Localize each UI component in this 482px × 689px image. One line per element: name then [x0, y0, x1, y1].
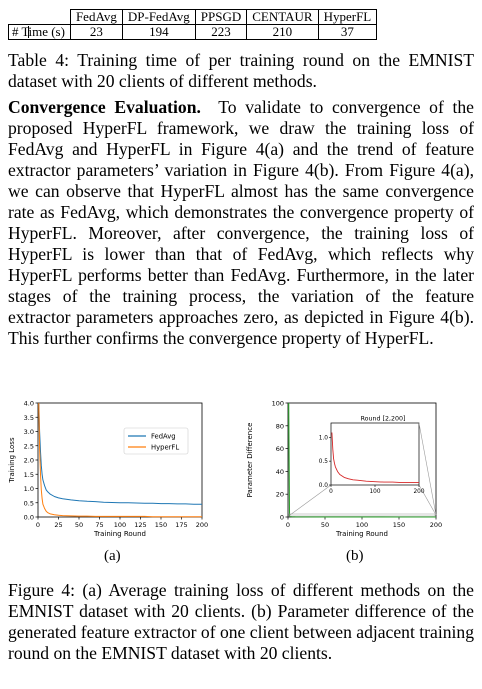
- inset-x-tick-label: 100: [369, 489, 380, 495]
- y-tick-label: 40: [276, 468, 284, 476]
- subfigure-label-b: (b): [346, 548, 364, 564]
- y-tick-label: 2.0: [24, 457, 34, 465]
- figure-caption: Figure 4: (a) Average training loss of d…: [8, 580, 474, 664]
- row-label-suffix: ime (s): [28, 24, 65, 39]
- table-row: # Time (s) 23 194 223 210 37: [8, 24, 378, 40]
- training-loss-chart: 0 25 50 75 100 125 150 175 200 0.0 0.5 1.0 1.5 2.0 2.5…: [8, 400, 208, 539]
- x-tick-label: 100: [114, 521, 126, 529]
- subfigure-label-a: (a): [104, 548, 121, 564]
- x-axis-label: Training Round: [93, 530, 146, 538]
- y-tick-label: 0.5: [24, 499, 34, 507]
- x-tick-label: 125: [134, 521, 146, 529]
- x-tick-label: 75: [95, 521, 103, 529]
- y-tick-label: 3.0: [24, 428, 34, 436]
- legend-label: HyperFL: [151, 444, 179, 452]
- legend-label: FedAvg: [151, 433, 176, 441]
- y-tick-label: 20: [276, 491, 284, 499]
- y-tick-label: 80: [276, 422, 284, 430]
- zoom-connector: [418, 484, 437, 516]
- x-tick-label: 25: [54, 521, 62, 529]
- text-cursor: [28, 26, 30, 38]
- hyperfl-line: [38, 402, 202, 518]
- fedavg-line: [38, 402, 202, 505]
- inset-y-tick-label: 0.5: [319, 459, 329, 465]
- x-tick-label: 150: [393, 521, 405, 529]
- table-row-label: # Time (s): [8, 24, 71, 40]
- inset-frame: [330, 422, 420, 486]
- x-axis-label: Training Round: [335, 530, 388, 538]
- table-header-cell: FedAvg: [69, 9, 123, 25]
- y-tick-label: 3.5: [24, 414, 34, 422]
- table-cell: 23: [69, 24, 123, 40]
- section-heading: Convergence Evaluation.: [8, 97, 201, 117]
- table-caption: Table 4: Training time of per training r…: [8, 50, 474, 92]
- y-axis-label: Parameter Difference: [246, 423, 254, 498]
- figure-caption-text: Figure 4: (a) Average training loss of d…: [8, 580, 474, 663]
- zoom-region: [288, 513, 436, 517]
- y-tick-label: 1.5: [24, 471, 34, 479]
- zoom-connector: [418, 422, 437, 516]
- x-tick-label: 200: [430, 521, 442, 529]
- table-cell: 223: [194, 24, 248, 40]
- plot-frame: [37, 402, 203, 518]
- table-cell: 210: [246, 24, 319, 40]
- table-header-cell: DP-FedAvg: [121, 9, 196, 25]
- x-tick-label: 0: [36, 521, 40, 529]
- table-header-cell: HyperFL: [317, 9, 378, 25]
- y-tick-label: 4.0: [24, 400, 34, 408]
- y-tick-label: 2.5: [24, 442, 34, 450]
- table-cell: 37: [317, 24, 378, 40]
- table-header-cell: CENTAUR: [246, 9, 319, 25]
- x-tick-label: 175: [175, 521, 187, 529]
- x-tick-label: 0: [286, 521, 290, 529]
- section-body: To validate to convergence of the propos…: [8, 97, 474, 348]
- y-tick-label: 100: [272, 400, 284, 408]
- y-tick-label: 1.0: [24, 485, 34, 493]
- inset-difference-line: [331, 432, 419, 484]
- table-caption-text: Table 4: Training time of per training r…: [8, 50, 474, 91]
- table-4: FedAvg DP-FedAvg PPSGD CENTAUR HyperFL #…: [8, 9, 474, 40]
- x-tick-label: 200: [196, 521, 208, 529]
- row-label-prefix: # T: [12, 24, 30, 39]
- y-tick-label: 0: [280, 514, 284, 522]
- y-axis-label: Training Loss: [8, 437, 16, 484]
- inset-x-tick-label: 0: [329, 489, 333, 495]
- legend: FedAvg HyperFL: [123, 427, 189, 455]
- table-header-row: FedAvg DP-FedAvg PPSGD CENTAUR HyperFL: [9, 9, 378, 25]
- zoom-connector: [289, 484, 332, 516]
- y-tick-label: 60: [276, 445, 284, 453]
- x-tick-label: 50: [75, 521, 83, 529]
- table-cell: 194: [121, 24, 196, 40]
- table-header-cell: PPSGD: [194, 9, 248, 25]
- x-tick-label: 50: [321, 521, 329, 529]
- inset-title: Round [2,200]: [361, 416, 406, 423]
- x-tick-label: 100: [356, 521, 368, 529]
- inset-y-tick-label: 1.0: [319, 435, 329, 441]
- training-time-table: FedAvg DP-FedAvg PPSGD CENTAUR HyperFL #…: [8, 9, 378, 40]
- x-tick-label: 150: [155, 521, 167, 529]
- inset-x-tick-label: 200: [413, 489, 424, 495]
- inset-y-tick-label: 0.0: [319, 483, 329, 489]
- table-corner-cell: [9, 10, 71, 25]
- y-tick-label: 0.0: [24, 514, 34, 522]
- convergence-paragraph: Convergence Evaluation. To validate to c…: [8, 97, 474, 349]
